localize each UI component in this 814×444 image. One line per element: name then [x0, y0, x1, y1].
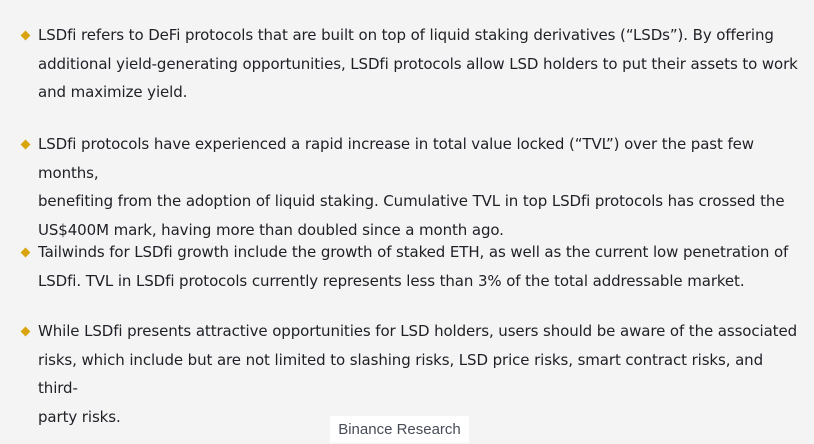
bullet-item-tvl-growth: LSDfi protocols have experienced a rapid…: [20, 130, 800, 244]
diamond-bullet-icon: [20, 30, 31, 41]
text-line: US$400M mark, having more than doubled s…: [38, 220, 504, 239]
text-line: party risks.: [38, 407, 121, 426]
bullet-text: While LSDfi presents attractive opportun…: [38, 317, 800, 431]
diamond-bullet-icon: [20, 326, 31, 337]
text-line: LSDfi refers to DeFi protocols that are …: [38, 26, 774, 44]
text-line: and maximize yield.: [38, 83, 188, 101]
bullet-item-lsdfi-definition: LSDfi refers to DeFi protocols that are …: [20, 21, 800, 107]
text-line: additional yield-generating opportunitie…: [38, 54, 798, 73]
text-line: While LSDfi presents attractive opportun…: [38, 322, 798, 340]
bullet-text: Tailwinds for LSDfi growth include the g…: [38, 238, 788, 295]
bullet-text: LSDfi refers to DeFi protocols that are …: [38, 21, 798, 107]
text-line: risks, which include but are not limited…: [38, 350, 763, 398]
text-line: LSDfi. TVL in LSDfi protocols currently …: [38, 271, 745, 290]
source-caption: Binance Research: [330, 416, 469, 443]
diamond-bullet-icon: [20, 247, 31, 258]
text-line: LSDfi protocols have experienced a rapid…: [38, 135, 754, 182]
bullet-item-risks: While LSDfi presents attractive opportun…: [20, 317, 800, 431]
text-line: Tailwinds for LSDfi growth include the g…: [38, 243, 789, 261]
bullet-item-tailwinds: Tailwinds for LSDfi growth include the g…: [20, 238, 800, 295]
bullet-text: LSDfi protocols have experienced a rapid…: [38, 130, 800, 244]
text-line: benefiting from the adoption of liquid s…: [38, 192, 785, 210]
diamond-bullet-icon: [20, 139, 31, 150]
